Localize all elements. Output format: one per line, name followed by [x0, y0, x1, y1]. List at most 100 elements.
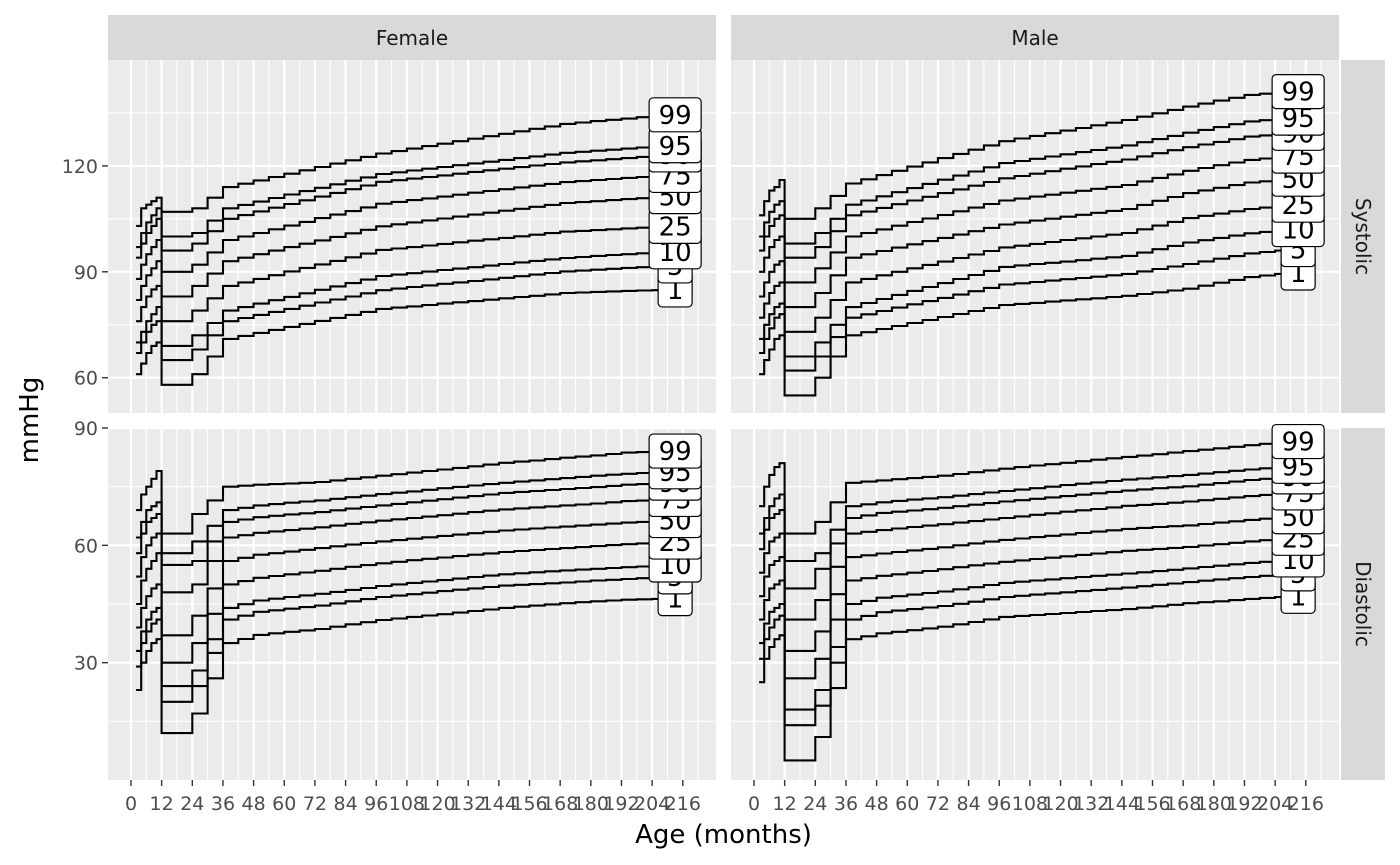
y-tick-label: 60 [74, 535, 98, 557]
x-tick-label: 180 [573, 793, 609, 815]
strip-label: Systolic [1351, 198, 1375, 275]
strip-label: Female [376, 26, 448, 50]
y-tick-label: 60 [74, 368, 98, 390]
column-strip-male: Male [731, 15, 1339, 60]
percentile-label-99: 99 [1271, 74, 1325, 110]
x-tick-label: 216 [665, 793, 701, 815]
x-tick-label: 192 [603, 793, 639, 815]
percentile-line-99 [136, 114, 663, 227]
x-tick-label: 168 [1165, 793, 1201, 815]
x-tick-label: 96 [364, 793, 388, 815]
percentile-line-99 [759, 91, 1286, 220]
percentile-line-75 [136, 498, 663, 594]
row-strip-systolic: Systolic [1341, 60, 1385, 413]
x-tick-label: 48 [865, 793, 889, 815]
x-tick-label: 204 [634, 793, 670, 815]
x-tick-label: 0 [125, 793, 137, 815]
percentile-label-95: 95 [648, 128, 702, 164]
row-strip-diastolic: Diastolic [1341, 428, 1385, 780]
percentile-line-10 [759, 559, 1286, 711]
label-box [1271, 74, 1325, 110]
percentile-line-25 [136, 225, 663, 323]
x-tick-label: 12 [150, 793, 174, 815]
percentile-line-1 [136, 289, 663, 386]
percentile-line-5 [759, 573, 1286, 727]
x-tick-label: 60 [895, 793, 919, 815]
percentile-line-95 [136, 471, 663, 555]
percentile-line-99 [136, 450, 663, 535]
y-tick-label: 90 [74, 418, 98, 440]
x-tick-label: 120 [1042, 793, 1078, 815]
percentile-line-10 [136, 564, 663, 688]
percentile-line-90 [759, 133, 1286, 259]
x-axis-title: Age (months) [635, 820, 812, 850]
percentile-line-50 [136, 520, 663, 637]
column-strip-female: Female [108, 15, 716, 60]
percentile-line-50 [759, 516, 1286, 652]
percentile-line-75 [759, 156, 1286, 284]
y-tick-label: 90 [74, 262, 98, 284]
panel-female-systolic: 1510255075909599 [108, 60, 716, 413]
percentile-line-5 [136, 576, 663, 703]
percentile-line-1 [759, 272, 1286, 397]
x-tick-label: 108 [389, 793, 425, 815]
x-tick-label: 132 [450, 793, 486, 815]
x-tick-label: 24 [803, 793, 827, 815]
x-tick-label: 96 [987, 793, 1011, 815]
percentile-line-10 [759, 229, 1286, 358]
percentile-line-5 [136, 265, 663, 362]
x-tick-label: 132 [1073, 793, 1109, 815]
percentile-line-5 [759, 249, 1286, 372]
percentile-line-95 [136, 145, 663, 249]
percentile-line-95 [759, 117, 1286, 245]
percentile-label-25: 25 [648, 208, 702, 244]
x-tick-label: 72 [303, 793, 327, 815]
percentile-line-25 [759, 205, 1286, 333]
x-tick-label: 144 [1104, 793, 1140, 815]
panel-male-diastolic: 1510255075909599 [731, 423, 1339, 780]
strip-label: Male [1011, 26, 1058, 50]
y-tick-label: 120 [62, 156, 98, 178]
label-text: 95 [659, 132, 692, 162]
label-text: 99 [1282, 78, 1315, 108]
x-tick-label: 84 [956, 793, 980, 815]
percentile-line-90 [136, 154, 663, 259]
label-text: 99 [659, 101, 692, 131]
percentile-line-50 [136, 196, 663, 302]
label-text: 99 [1282, 428, 1315, 458]
percentile-line-50 [759, 178, 1286, 309]
x-tick-label: 204 [1257, 793, 1293, 815]
percentile-line-25 [759, 538, 1286, 680]
percentile-line-75 [759, 492, 1286, 621]
percentile-line-75 [136, 175, 663, 280]
percentile-label-99: 99 [648, 97, 702, 133]
panel-male-systolic: 1510255075909599 [731, 60, 1339, 413]
percentile-line-1 [759, 595, 1286, 762]
strip-label: Diastolic [1351, 561, 1375, 647]
x-tick-label: 192 [1226, 793, 1262, 815]
x-tick-label: 144 [481, 793, 517, 815]
x-tick-label: 108 [1012, 793, 1048, 815]
percentile-line-99 [759, 441, 1286, 535]
x-tick-label: 156 [1134, 793, 1170, 815]
x-tick-label: 156 [511, 793, 547, 815]
percentile-line-1 [136, 597, 663, 735]
strip-background [108, 15, 716, 60]
x-tick-label: 216 [1288, 793, 1324, 815]
label-text: 25 [659, 212, 692, 242]
x-tick-label: 36 [834, 793, 858, 815]
percentile-line-10 [136, 251, 663, 347]
y-axis-title: mmHg [15, 377, 45, 464]
label-text: 99 [659, 437, 692, 467]
x-tick-label: 180 [1196, 793, 1232, 815]
x-tick-label: 120 [419, 793, 455, 815]
x-tick-label: 72 [926, 793, 950, 815]
x-tick-label: 24 [180, 793, 204, 815]
label-box [648, 433, 702, 469]
y-tick-label: 30 [74, 653, 98, 675]
strip-background [1341, 60, 1385, 413]
strip-background [731, 15, 1339, 60]
percentile-line-90 [136, 482, 663, 566]
x-tick-label: 36 [211, 793, 235, 815]
